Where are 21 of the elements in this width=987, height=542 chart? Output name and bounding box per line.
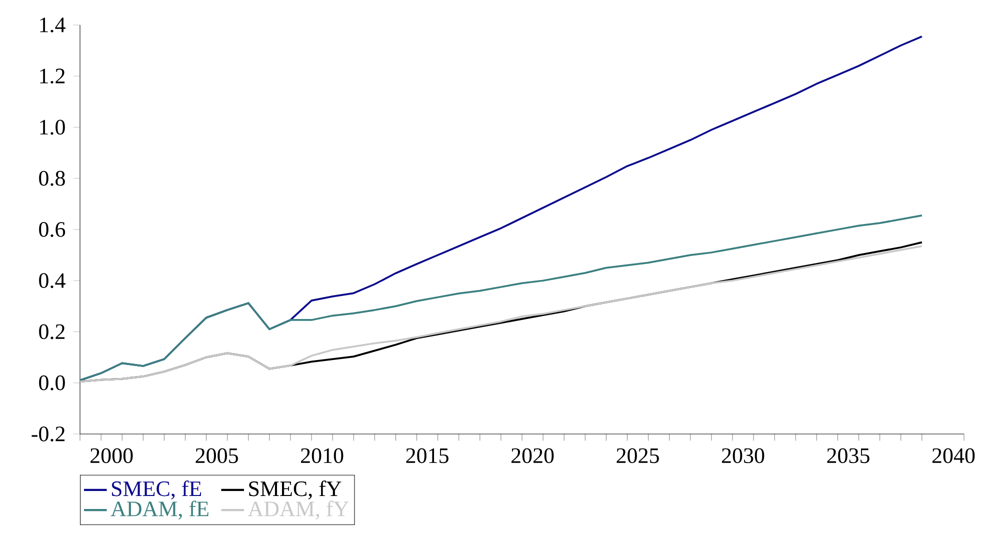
- y-tick-label: 0.4: [39, 273, 66, 288]
- x-tick-label: 2000: [90, 448, 133, 464]
- y-tick-label: 0.6: [39, 222, 66, 237]
- y-tick-label: 0.2: [39, 324, 65, 340]
- x-tick-label: 2010: [301, 448, 344, 464]
- y-tick-label: 1.0: [40, 120, 65, 135]
- x-tick-label: 2035: [827, 448, 870, 464]
- x-tick-label: 2030: [722, 448, 764, 464]
- y-tick-label: 1.4: [40, 18, 66, 32]
- legend-label: ADAM, fE: [110, 500, 208, 520]
- y-tick-label: 0.0: [39, 375, 65, 390]
- legend-label: SMEC, fE: [112, 480, 202, 500]
- x-tick-label: 2005: [196, 448, 238, 464]
- x-tick-label: 2020: [511, 448, 554, 464]
- legend-label: SMEC, fY: [249, 480, 342, 500]
- y-tick-label: -0.2: [32, 426, 65, 442]
- x-tick-label: 2015: [406, 448, 448, 464]
- x-tick-label: 2040: [932, 448, 975, 464]
- y-tick-label: 1.2: [40, 68, 65, 84]
- y-tick-label: 0.8: [39, 170, 65, 186]
- x-tick-label: 2025: [616, 448, 659, 464]
